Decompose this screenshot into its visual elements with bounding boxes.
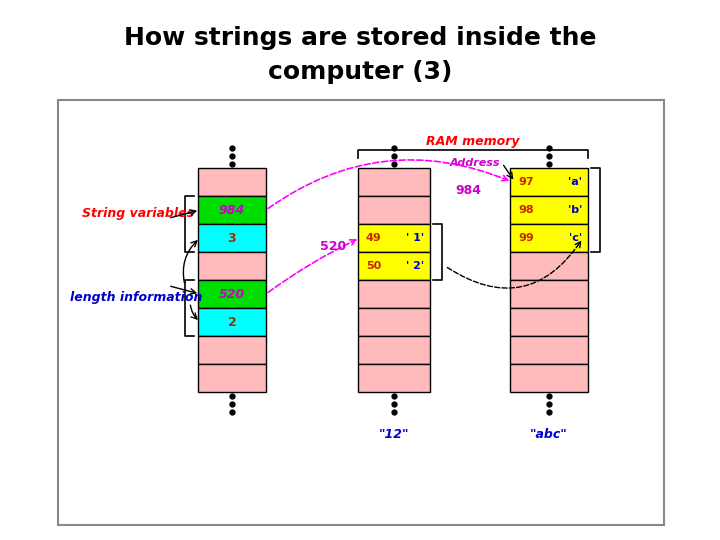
Bar [58,100,664,525]
Bar [198,280,266,308]
Bar [198,168,266,196]
Bar [510,364,588,392]
Text: String variables: String variables [82,207,194,220]
Bar [358,364,430,392]
Text: 984: 984 [455,184,481,197]
Text: "abc": "abc" [530,428,568,441]
Bar [198,224,266,252]
Text: length information: length information [70,292,202,305]
Bar [358,336,430,364]
Bar [510,336,588,364]
Bar [510,224,588,252]
Bar [358,252,430,280]
Bar [510,308,588,336]
Bar [198,252,266,280]
Text: ' 1': ' 1' [406,233,424,243]
Bar [198,308,266,336]
Text: 984: 984 [219,204,245,217]
Bar [358,280,430,308]
Text: 'a': 'a' [568,177,582,187]
Text: 50: 50 [366,261,382,271]
Bar [358,308,430,336]
Bar [510,252,588,280]
Text: computer (3): computer (3) [268,60,452,84]
Text: ' 2': ' 2' [406,261,424,271]
Text: 2: 2 [228,315,236,328]
Bar [358,168,430,196]
Bar [198,364,266,392]
Text: 'b': 'b' [567,205,582,215]
Text: 99: 99 [518,233,534,243]
Bar [198,336,266,364]
Text: 97: 97 [518,177,534,187]
Text: 3: 3 [228,232,236,245]
Text: 520: 520 [320,240,346,253]
Bar [198,196,266,224]
Text: How strings are stored inside the: How strings are stored inside the [124,26,596,50]
Text: "12": "12" [379,428,409,441]
Bar [510,280,588,308]
Text: 98: 98 [518,205,534,215]
Bar [510,196,588,224]
Text: Address: Address [449,158,500,168]
Text: RAM memory: RAM memory [426,136,520,148]
Bar [358,196,430,224]
Bar [510,168,588,196]
Text: 'c': 'c' [569,233,582,243]
Text: 49: 49 [366,233,382,243]
Text: 520: 520 [219,287,245,300]
Bar [358,224,430,252]
